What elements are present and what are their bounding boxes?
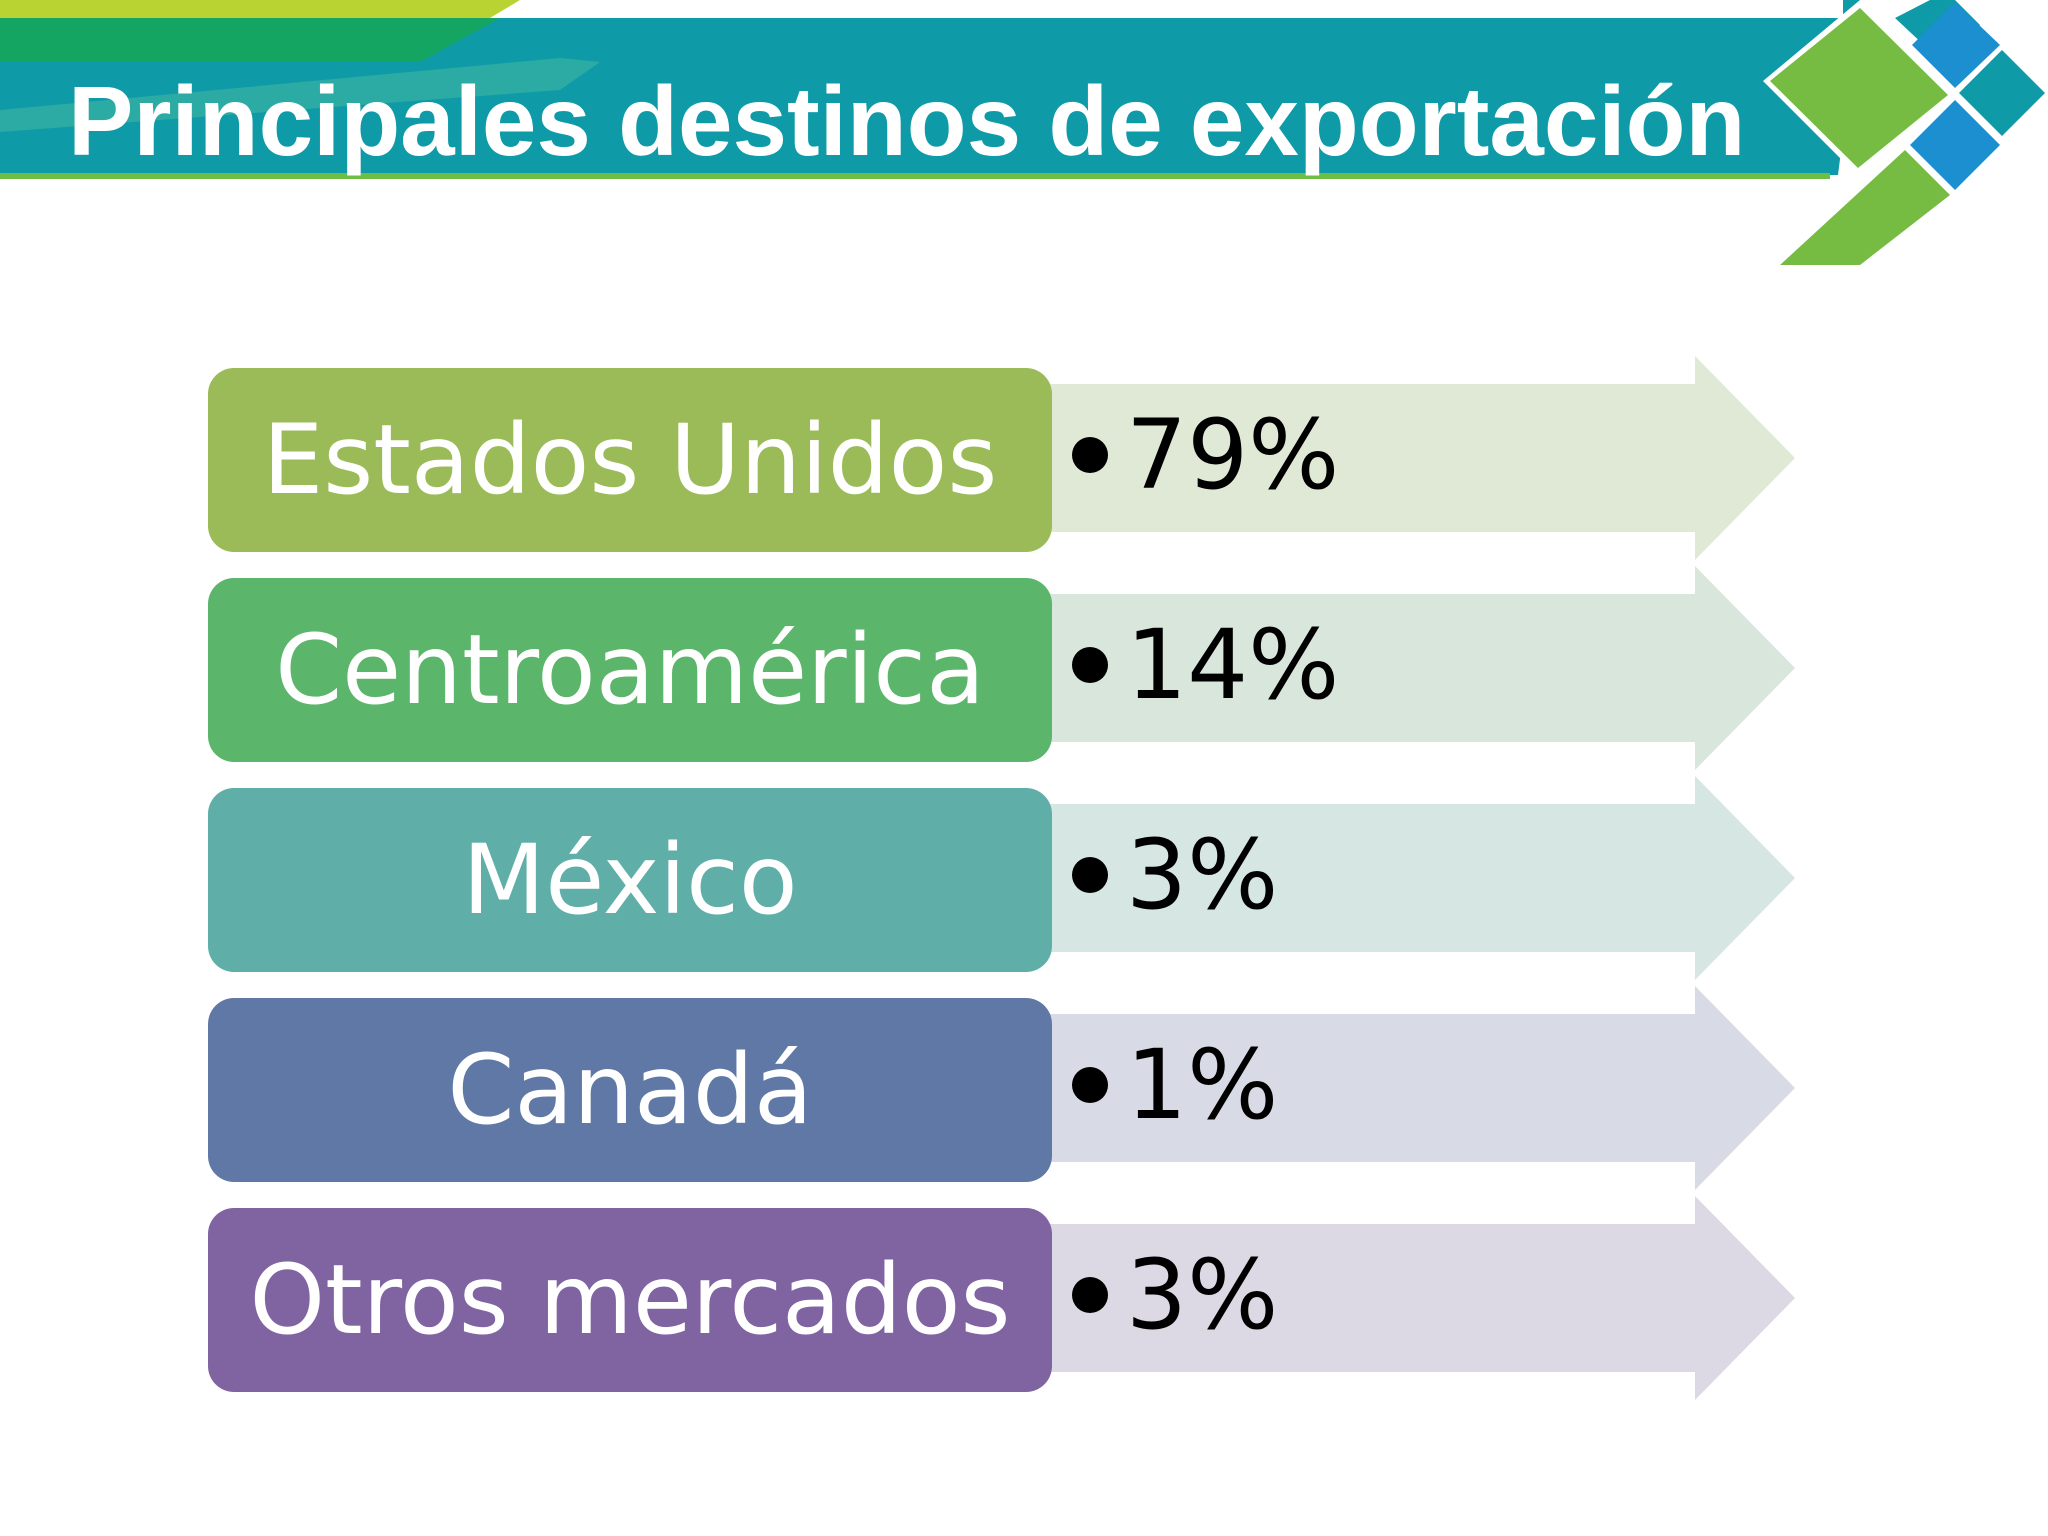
destination-row: Canadá 1% — [0, 980, 1800, 1190]
destination-label: Otros mercados — [249, 1244, 1011, 1356]
diamond-mosaic-icon — [1763, 0, 2045, 265]
destination-row: Otros mercados 3% — [0, 1190, 1800, 1400]
banner-underline — [0, 173, 1830, 179]
bullet-icon — [1072, 1277, 1108, 1313]
banner-yellow-stripe — [0, 0, 520, 18]
destination-label-box: Canadá — [208, 998, 1052, 1182]
destination-percent: 14% — [1126, 609, 1340, 721]
arrow-shape — [1050, 566, 1795, 770]
bullet-icon — [1072, 1067, 1108, 1103]
destination-value: 3% — [1072, 1190, 1278, 1400]
destination-row: Estados Unidos 79% — [0, 350, 1800, 560]
destination-value: 3% — [1072, 770, 1278, 980]
banner-green-stripe — [0, 18, 500, 62]
destination-value: 1% — [1072, 980, 1278, 1190]
destination-value: 14% — [1072, 560, 1339, 770]
destination-percent: 3% — [1126, 819, 1279, 931]
arrow-shape — [1050, 776, 1795, 980]
destination-percent: 79% — [1126, 399, 1340, 511]
destination-label: Estados Unidos — [262, 404, 998, 516]
bullet-icon — [1072, 647, 1108, 683]
banner-arrow-streak — [0, 58, 600, 132]
title-banner — [0, 0, 2045, 265]
destination-label-box: Otros mercados — [208, 1208, 1052, 1392]
destination-value: 79% — [1072, 350, 1339, 560]
page-title: Principales destinos de exportación — [68, 66, 1746, 176]
destination-percent: 1% — [1126, 1029, 1279, 1141]
destination-label: Centroamérica — [275, 614, 985, 726]
destination-percent: 3% — [1126, 1239, 1279, 1351]
arrow-shape — [1050, 1196, 1795, 1400]
destination-label-box: México — [208, 788, 1052, 972]
banner-band — [0, 0, 1860, 175]
destination-label-box: Estados Unidos — [208, 368, 1052, 552]
arrow-shape — [1050, 356, 1795, 560]
destination-label: México — [462, 824, 798, 936]
destination-label-box: Centroamérica — [208, 578, 1052, 762]
bullet-icon — [1072, 437, 1108, 473]
arrow-shape — [1050, 986, 1795, 1190]
bullet-icon — [1072, 857, 1108, 893]
destination-row: Centroamérica 14% — [0, 560, 1800, 770]
destination-row: México 3% — [0, 770, 1800, 980]
destination-label: Canadá — [447, 1034, 813, 1146]
